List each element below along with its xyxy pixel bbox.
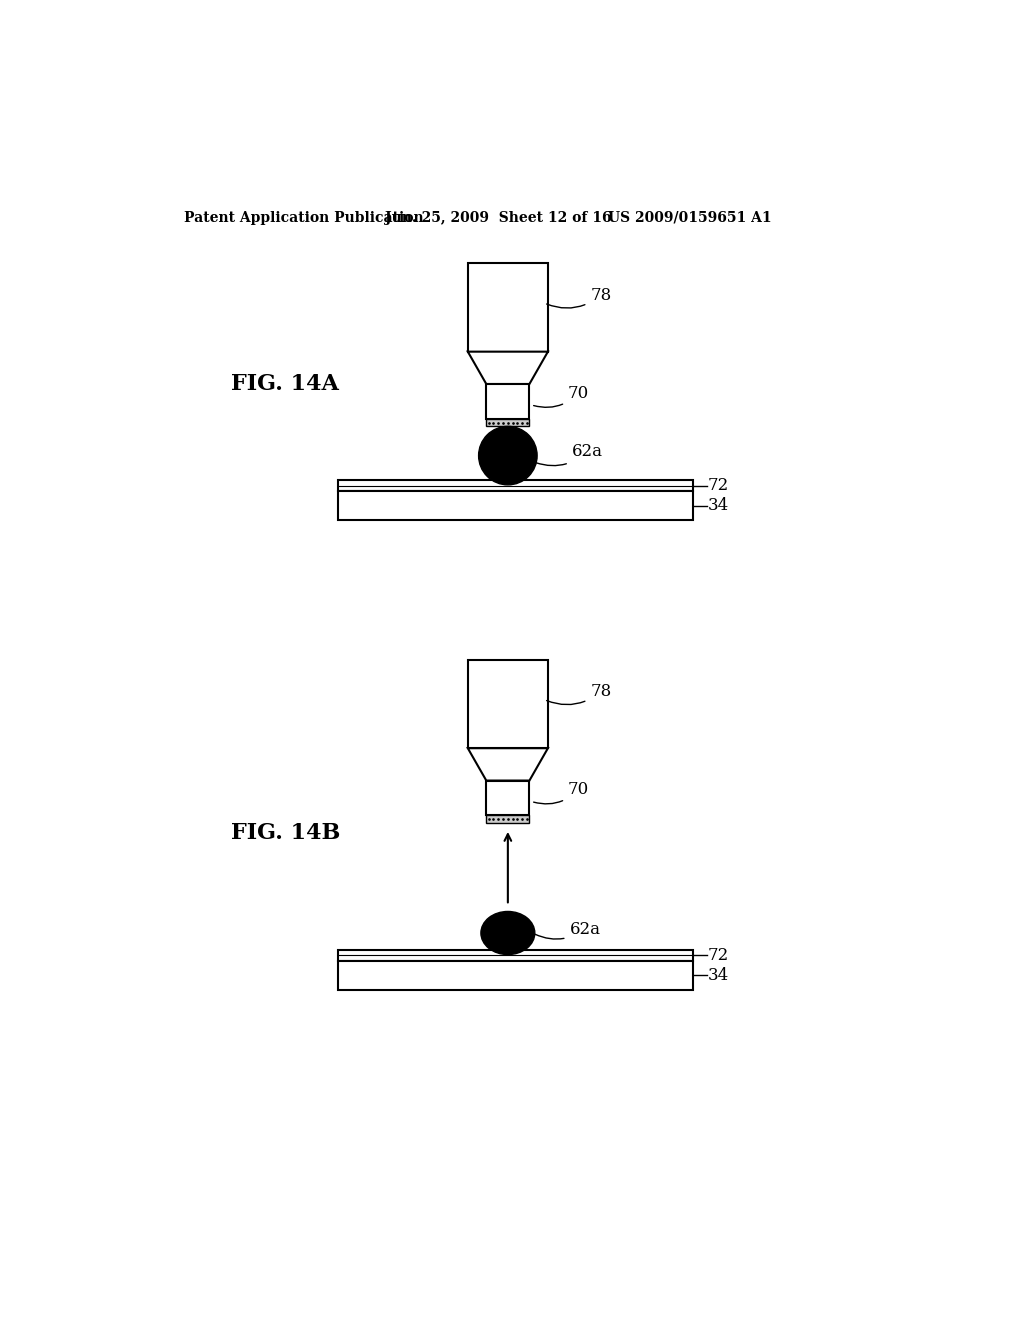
Text: Patent Application Publication: Patent Application Publication	[184, 211, 424, 224]
Text: 62a: 62a	[536, 444, 603, 466]
Polygon shape	[468, 351, 548, 384]
Text: 70: 70	[534, 384, 589, 408]
Text: 78: 78	[547, 286, 611, 308]
Bar	[339, 491, 692, 520]
Bar	[486, 780, 529, 816]
Bar	[468, 660, 548, 748]
Text: 72: 72	[708, 946, 729, 964]
Text: FIG. 14B: FIG. 14B	[230, 821, 340, 843]
Text: 62a: 62a	[535, 920, 600, 939]
Text: FIG. 14A: FIG. 14A	[230, 374, 339, 395]
Bar	[486, 816, 529, 822]
Text: 70: 70	[534, 781, 589, 804]
Polygon shape	[468, 748, 548, 780]
Text: Jun. 25, 2009  Sheet 12 of 16: Jun. 25, 2009 Sheet 12 of 16	[385, 211, 611, 224]
Bar	[468, 263, 548, 351]
Text: 72: 72	[708, 477, 729, 494]
Ellipse shape	[481, 911, 535, 954]
Text: 34: 34	[708, 966, 729, 983]
Bar	[339, 480, 692, 491]
Bar	[339, 950, 692, 961]
Bar	[486, 418, 529, 426]
Text: 78: 78	[547, 684, 611, 705]
Circle shape	[478, 426, 538, 484]
Text: US 2009/0159651 A1: US 2009/0159651 A1	[608, 211, 772, 224]
Bar	[486, 384, 529, 418]
Bar	[339, 961, 692, 990]
Text: 34: 34	[708, 498, 729, 515]
